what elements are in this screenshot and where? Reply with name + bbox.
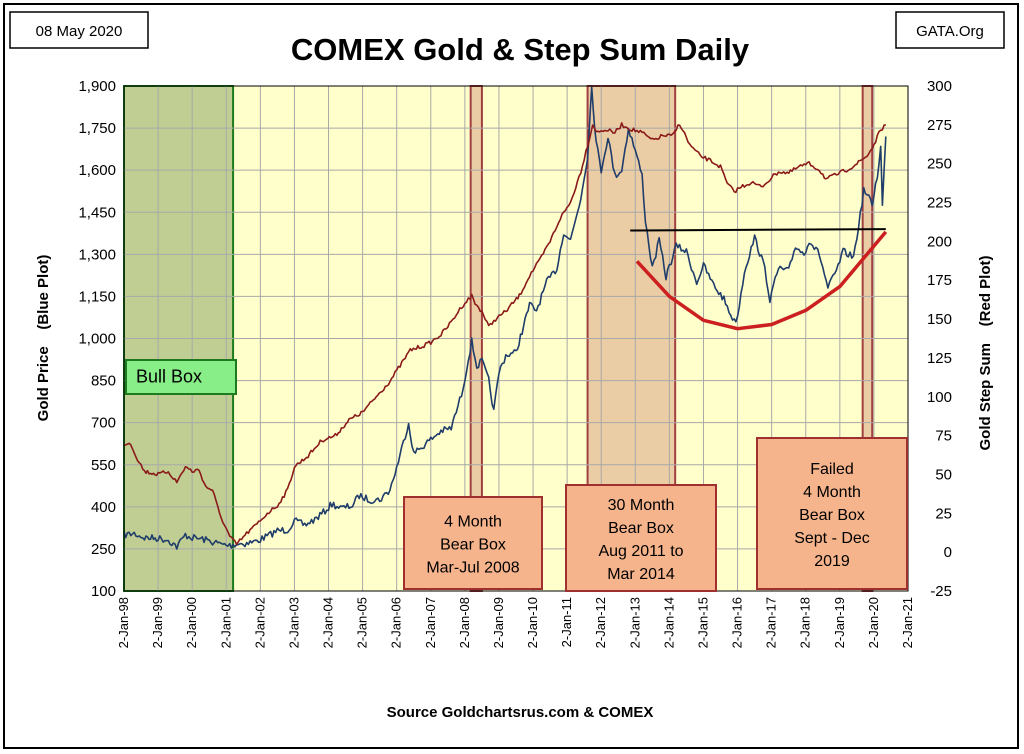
x-tick-label: 2-Jan-04 [321, 597, 336, 648]
left-tick-label: 1,000 [78, 331, 116, 348]
right-tick-label: 0 [944, 544, 952, 561]
x-tick-label: 2-Jan-14 [661, 597, 676, 648]
series-line-resistance-line [630, 228, 886, 232]
bear-box-2011-label-line: Mar 2014 [607, 566, 675, 583]
source-label: Source Goldchartsrus.com & COMEX [387, 704, 654, 721]
x-tick-label: 2-Jan-16 [730, 597, 745, 648]
left-tick-label: 1,750 [78, 120, 116, 137]
x-tick-label: 2-Jan-19 [832, 597, 847, 648]
x-tick-label: 2-Jan-06 [389, 597, 404, 648]
left-tick-label: 1,600 [78, 162, 116, 179]
x-tick-label: 2-Jan-11 [559, 597, 574, 647]
bear-box-2019-label-line: 2019 [814, 553, 850, 570]
series-line-gold-step-sum [124, 122, 886, 546]
left-tick-label: 400 [91, 499, 116, 516]
x-tick-label: 2-Jan-17 [764, 597, 779, 648]
bear-box-2019-label-line: Bear Box [799, 507, 865, 524]
x-tick-label: 2-Jan-15 [696, 597, 711, 648]
x-tick-label: 2-Jan-21 [900, 597, 915, 648]
x-tick-label: 2-Jan-01 [218, 597, 233, 648]
left-tick-label: 700 [91, 415, 116, 432]
left-axis-title: Gold Price (Blue Plot) [35, 255, 52, 422]
bull-box-label: Bull Box [125, 359, 237, 395]
left-tick-label: 1,450 [78, 204, 116, 221]
left-tick-label: 250 [91, 541, 116, 558]
bear-box-2019-label-box [756, 437, 908, 590]
x-tick-label: 2-Jan-18 [798, 597, 813, 648]
bear-box-2011-label: 30 Month Bear Box Aug 2011 to Mar 2014 [565, 484, 717, 592]
bear-box-2019-label-line: Sept - Dec [794, 530, 870, 547]
right-tick-label: 275 [927, 117, 952, 134]
right-tick-label: 100 [927, 389, 952, 406]
series-line-gold-price [123, 86, 887, 550]
x-tick-label: 2-Jan-09 [491, 597, 506, 648]
right-tick-label: 25 [935, 505, 952, 522]
left-tick-label: 550 [91, 457, 116, 474]
bear-box-2011-label-line: Bear Box [608, 520, 674, 537]
x-tick-label: 2-Jan-13 [627, 597, 642, 648]
bear-box-2008-label-line: Bear Box [440, 536, 506, 553]
chart-title: COMEX Gold & Step Sum Daily [291, 32, 750, 67]
right-tick-label: 75 [935, 428, 952, 445]
x-tick-label: 2-Jan-08 [457, 597, 472, 648]
x-tick-label: 2-Jan-99 [150, 597, 165, 648]
right-tick-label: 125 [927, 350, 952, 367]
left-tick-label: 850 [91, 373, 116, 390]
right-tick-label: 250 [927, 156, 952, 173]
bear-box-2008-label: 4 Month Bear Box Mar-Jul 2008 [403, 496, 543, 590]
bear-box-2019-label: Failed 4 Month Bear Box Sept - Dec 2019 [756, 437, 908, 590]
right-tick-label: 225 [927, 195, 952, 212]
bull-box-label-line: Bull Box [136, 367, 202, 387]
right-axis-title: Gold Step Sum (Red Plot) [977, 255, 994, 450]
site-label: GATA.Org [916, 23, 984, 40]
bear-box-2008-label-box [403, 496, 543, 590]
left-tick-label: 1,150 [78, 288, 116, 305]
right-tick-label: 50 [935, 466, 952, 483]
x-tick-label: 2-Jan-05 [355, 597, 370, 648]
x-tick-label: 2-Jan-00 [184, 597, 199, 648]
date-box [9, 11, 149, 49]
series-line-bowl-curve [635, 230, 888, 331]
bear-box-2011-label-line: 30 Month [608, 497, 675, 514]
x-tick-label: 2-Jan-98 [116, 597, 131, 648]
left-tick-label: 100 [91, 583, 116, 600]
bear-box-2011-label-box [565, 484, 717, 592]
right-tick-label: 150 [927, 311, 952, 328]
bear-box-2019-label-line: 4 Month [803, 484, 861, 501]
x-tick-label: 2-Jan-03 [286, 597, 301, 648]
x-tick-label: 2-Jan-07 [423, 597, 438, 648]
bear-box-2011-label-line: Aug 2011 to [598, 543, 683, 560]
right-tick-label: 200 [927, 233, 952, 250]
left-tick-label: 1,300 [78, 246, 116, 263]
x-tick-label: 2-Jan-12 [593, 597, 608, 648]
x-tick-label: 2-Jan-10 [525, 597, 540, 648]
site-box [895, 11, 1005, 49]
right-tick-label: -25 [930, 583, 952, 600]
right-tick-label: 175 [927, 272, 952, 289]
bear-box-2008-label-line: 4 Month [444, 513, 502, 530]
bear-box-2008-label-line: Mar-Jul 2008 [426, 559, 519, 576]
bull-box-label-box [125, 359, 237, 395]
x-tick-label: 2-Jan-20 [866, 597, 881, 648]
right-tick-label: 300 [927, 78, 952, 95]
date-label: 08 May 2020 [36, 23, 123, 40]
plot-border [123, 85, 909, 592]
bear-box-2019-label-line: Failed [810, 461, 854, 478]
x-tick-label: 2-Jan-02 [252, 597, 267, 648]
left-tick-label: 1,900 [78, 78, 116, 95]
